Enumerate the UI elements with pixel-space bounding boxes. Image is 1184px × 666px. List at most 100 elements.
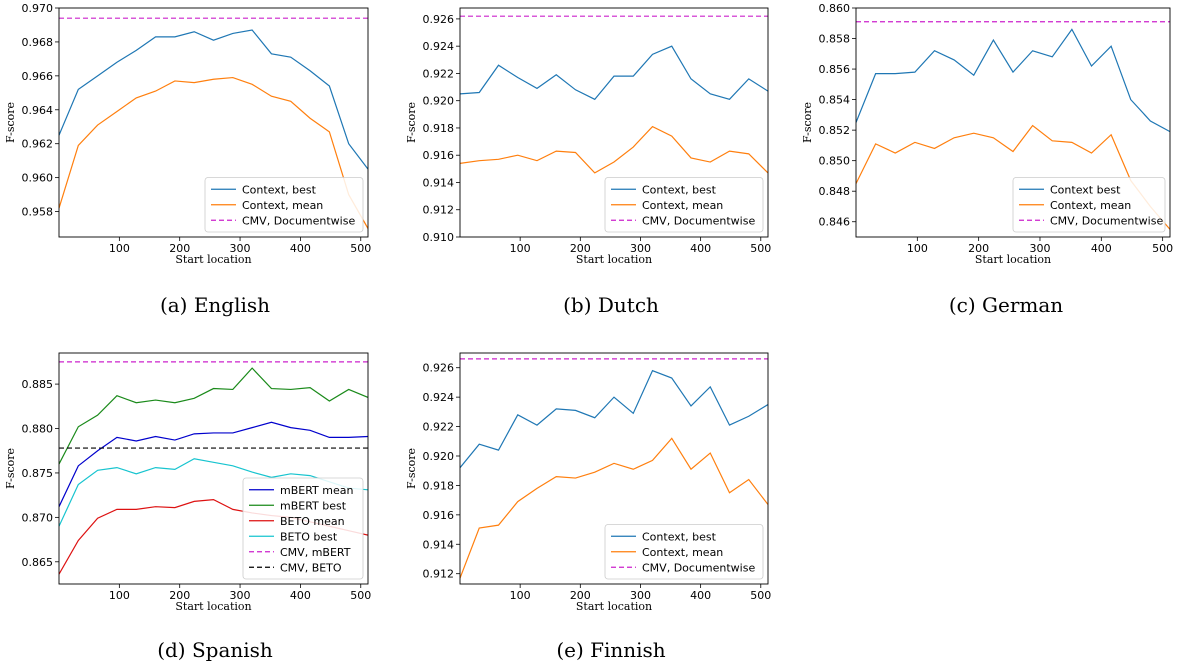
y-tick-label: 0.922 xyxy=(423,67,455,80)
series-line xyxy=(59,367,368,465)
legend-entry: Context best xyxy=(1050,183,1121,196)
y-axis-label: F-score xyxy=(4,448,17,489)
x-tick-label: 300 xyxy=(230,589,251,602)
x-tick-label: 500 xyxy=(1152,242,1173,255)
chart-panel: 100 200 300 400 500 0.846 0.848 0.850 0.852 0.854… xyxy=(801,2,1173,266)
y-tick-label: 0.870 xyxy=(22,511,54,524)
legend-entry: Context, best xyxy=(642,530,717,543)
x-tick-label: 500 xyxy=(750,242,771,255)
legend-entry: CMV, BETO xyxy=(280,561,342,574)
y-tick-label: 0.852 xyxy=(819,124,851,137)
series-line xyxy=(59,29,368,170)
x-tick-label: 200 xyxy=(570,589,591,602)
y-tick-label: 0.885 xyxy=(22,378,54,391)
series-line xyxy=(460,125,768,174)
caption-finnish: (e) Finnish xyxy=(556,638,666,662)
x-tick-label: 300 xyxy=(630,242,651,255)
series-line xyxy=(856,124,1170,230)
chart-panel: 100 200 300 400 500 0.912 0.914 0.916 0.918 0.920… xyxy=(405,352,771,613)
x-tick-label: 400 xyxy=(290,242,311,255)
series-line xyxy=(59,76,368,229)
x-tick-label: 300 xyxy=(230,242,251,255)
legend-entry: Context, best xyxy=(642,183,717,196)
x-axis-label: Start location xyxy=(576,600,652,613)
y-tick-label: 0.926 xyxy=(423,13,455,26)
y-axis-label: F-score xyxy=(405,102,418,143)
y-axis-label: F-score xyxy=(4,102,17,143)
plot-frame xyxy=(459,352,769,585)
y-tick-label: 0.924 xyxy=(423,391,455,404)
x-tick-label: 200 xyxy=(570,242,591,255)
y-tick-label: 0.924 xyxy=(423,40,455,53)
caption-spanish: (d) Spanish xyxy=(157,638,273,662)
y-tick-label: 0.848 xyxy=(819,185,851,198)
plot-frame xyxy=(459,7,769,238)
y-tick-label: 0.960 xyxy=(22,172,54,185)
x-tick-label: 400 xyxy=(1091,242,1112,255)
legend-entry: CMV, Documentwise xyxy=(242,214,355,227)
legend-box xyxy=(1012,177,1166,233)
y-tick-label: 0.880 xyxy=(22,423,54,436)
y-tick-label: 0.966 xyxy=(22,70,54,83)
legend-entry: mBERT mean xyxy=(280,484,353,497)
series-line xyxy=(59,421,368,507)
x-tick-label: 100 xyxy=(510,242,531,255)
caption-dutch: (b) Dutch xyxy=(563,293,659,317)
y-tick-label: 0.910 xyxy=(423,231,455,244)
legend-entry: Context, mean xyxy=(1050,199,1131,212)
series-line xyxy=(460,437,768,579)
chart-panel: 100 200 300 400 500 0.958 0.960 0.962 0.964 0.966… xyxy=(4,2,371,266)
y-tick-label: 0.916 xyxy=(423,509,455,522)
legend-box xyxy=(604,177,764,233)
x-tick-label: 400 xyxy=(690,589,711,602)
y-tick-label: 0.926 xyxy=(423,362,455,375)
legend: Context, best Context, mean CMV, Documentw… xyxy=(604,177,764,233)
y-axis-label: F-score xyxy=(801,102,814,143)
y-tick-label: 0.958 xyxy=(22,206,54,219)
y-tick-label: 0.875 xyxy=(22,467,54,480)
series-line xyxy=(460,45,768,101)
y-tick-label: 0.922 xyxy=(423,421,455,434)
legend: Context best Context, mean CMV, Documentwi… xyxy=(1012,177,1166,233)
x-tick-label: 100 xyxy=(109,242,130,255)
legend: Context, best Context, mean CMV, Documentw… xyxy=(604,524,764,580)
x-tick-label: 200 xyxy=(968,242,989,255)
x-axis-label: Start location xyxy=(175,600,251,613)
chart-panel: 100 200 300 400 500 0.865 0.870 0.875 0.880 0.885… xyxy=(4,352,371,613)
plot-frame xyxy=(58,352,369,585)
y-axis-label: F-score xyxy=(405,448,418,489)
legend-entry: BETO mean xyxy=(280,515,345,528)
x-tick-label: 300 xyxy=(630,589,651,602)
y-tick-label: 0.854 xyxy=(819,94,851,107)
legend-entry: mBERT best xyxy=(280,499,347,512)
y-tick-label: 0.920 xyxy=(423,450,455,463)
x-tick-label: 500 xyxy=(350,589,371,602)
y-tick-label: 0.970 xyxy=(22,2,54,15)
x-tick-label: 400 xyxy=(290,589,311,602)
x-tick-label: 500 xyxy=(350,242,371,255)
y-tick-label: 0.912 xyxy=(423,568,455,581)
legend-entry: Context, best xyxy=(242,183,317,196)
legend-box xyxy=(204,177,364,233)
series-line xyxy=(460,369,768,469)
y-tick-label: 0.920 xyxy=(423,95,455,108)
caption-english: (a) English xyxy=(159,293,271,317)
y-tick-label: 0.846 xyxy=(819,216,851,229)
y-tick-label: 0.918 xyxy=(423,479,455,492)
x-axis-label: Start location xyxy=(975,253,1051,266)
legend-entry: BETO best xyxy=(280,530,338,543)
legend-entry: CMV, Documentwise xyxy=(642,214,755,227)
legend-entry: CMV, mBERT xyxy=(280,546,351,559)
caption-german: (c) German xyxy=(948,293,1064,317)
legend-entry: Context, mean xyxy=(242,199,323,212)
y-tick-label: 0.865 xyxy=(22,556,54,569)
legend-box xyxy=(604,524,764,580)
y-tick-label: 0.914 xyxy=(423,538,455,551)
y-tick-label: 0.914 xyxy=(423,176,455,189)
legend: mBERT mean mBERT best BETO mean BETO best CM… xyxy=(242,477,364,580)
chart-panel: 100 200 300 400 500 0.910 0.912 0.914 0.916 0.918… xyxy=(405,7,771,266)
x-axis-label: Start location xyxy=(576,253,652,266)
legend-entry: Context, mean xyxy=(642,546,723,559)
plot-frame xyxy=(58,7,369,238)
